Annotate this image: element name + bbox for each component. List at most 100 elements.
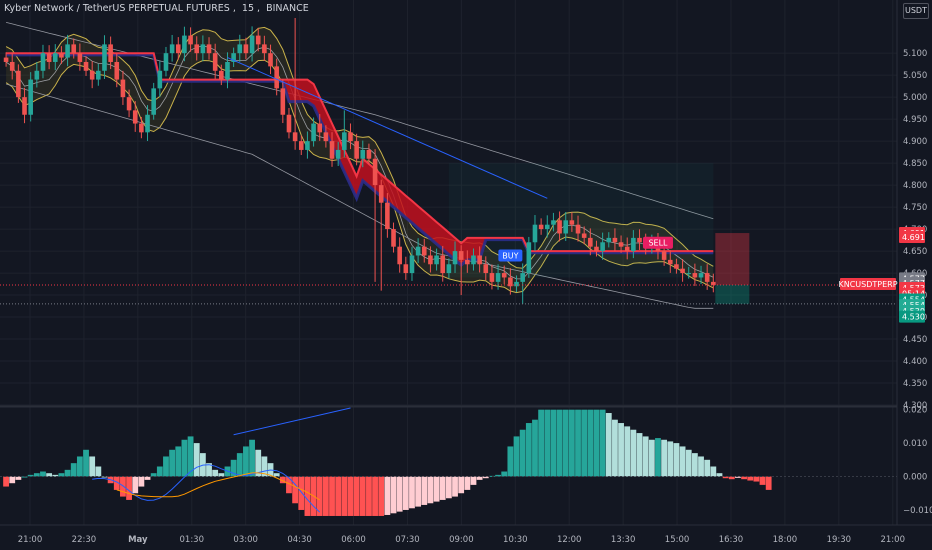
histogram-bar xyxy=(427,476,434,504)
candle xyxy=(231,47,236,67)
candle-body xyxy=(698,273,704,278)
histogram-bar xyxy=(378,476,385,516)
candle-body xyxy=(544,224,550,230)
candle-body xyxy=(311,123,316,142)
time-tick-label: 06:00 xyxy=(341,535,366,545)
histogram-bar xyxy=(415,476,422,507)
histogram-bar xyxy=(501,471,508,477)
time-tick-label: 13:30 xyxy=(611,535,636,545)
histogram-bar xyxy=(156,466,163,477)
histogram-bar xyxy=(181,439,188,477)
candle xyxy=(667,250,673,273)
cloud-blue-line xyxy=(6,53,714,268)
histogram-bar xyxy=(673,443,680,477)
histogram-bar xyxy=(27,474,34,477)
histogram-bar xyxy=(587,409,594,477)
divergence-line xyxy=(233,407,351,436)
time-tick-label: 21:00 xyxy=(18,535,43,545)
candle-body xyxy=(440,255,446,274)
candle-body xyxy=(194,44,200,54)
histogram-bar xyxy=(70,463,77,477)
candle-body xyxy=(231,53,236,62)
candle xyxy=(366,143,372,165)
histogram-bar xyxy=(698,456,704,477)
price-tick-label: 4.400 xyxy=(903,357,927,367)
candle xyxy=(169,34,175,62)
price-tick-label: 4.950 xyxy=(903,115,927,125)
price-tick-label: 4.650 xyxy=(903,247,927,257)
histogram-bar xyxy=(347,476,354,516)
candle-body xyxy=(305,141,310,150)
candle-body xyxy=(317,123,323,133)
symbol-tag-label: KNCUSDTPERP xyxy=(838,280,897,289)
candle xyxy=(34,61,40,88)
candle xyxy=(674,258,679,274)
oscillator-histogram[interactable] xyxy=(0,407,897,516)
histogram-bar xyxy=(568,409,575,477)
candle-body xyxy=(200,44,206,54)
time-tick-label: May xyxy=(128,535,148,545)
candle xyxy=(83,56,89,76)
histogram-bar xyxy=(691,453,698,477)
candle-body xyxy=(674,264,679,269)
price-tag-label: 4.691 xyxy=(902,233,925,242)
candle-body xyxy=(280,88,286,115)
candle xyxy=(298,135,304,156)
time-tick-label: 12:00 xyxy=(557,535,582,545)
candle xyxy=(446,258,452,279)
price-tick-label: 4.450 xyxy=(903,335,927,345)
histogram-bar xyxy=(685,449,692,477)
candle-body xyxy=(83,61,89,71)
midline xyxy=(5,45,714,280)
candle xyxy=(145,105,150,141)
candle xyxy=(391,222,396,253)
histogram-bar xyxy=(765,476,772,490)
time-axis[interactable]: 21:00 22:30 May 01:30 03:00 04:30 06:00 07:30 09… xyxy=(0,524,932,545)
histogram-bar xyxy=(642,436,649,477)
candle xyxy=(317,114,323,141)
title-separator: , xyxy=(232,3,236,14)
outer-upper-line xyxy=(6,22,714,220)
histogram-bar xyxy=(489,475,495,477)
histogram-bar xyxy=(261,456,268,477)
candle xyxy=(372,149,378,282)
candle-body xyxy=(188,35,193,45)
histogram-bar xyxy=(452,476,458,497)
histogram-bar xyxy=(64,469,71,477)
time-tick-label: 18:00 xyxy=(773,535,798,545)
histogram-bar xyxy=(52,474,59,477)
candle xyxy=(440,245,446,282)
candle-body xyxy=(581,233,587,238)
candlestick-series[interactable] xyxy=(3,18,716,304)
candle xyxy=(71,38,77,59)
candle-body xyxy=(329,141,335,159)
histogram-bar xyxy=(169,449,176,477)
candle xyxy=(360,140,366,168)
histogram-bar xyxy=(575,409,581,477)
candle-body xyxy=(514,281,519,287)
candle xyxy=(342,110,347,158)
histogram-bar xyxy=(58,473,65,477)
candle-body xyxy=(243,44,249,54)
price-tags: 4.6914.6914.5774.5774.57305:144.5544.554… xyxy=(838,227,925,323)
histogram-bar xyxy=(316,476,323,516)
candle-body xyxy=(114,61,120,80)
histogram-bar xyxy=(113,476,120,490)
candle-body xyxy=(206,44,212,54)
histogram-bar xyxy=(9,476,16,484)
symbol-title[interactable]: Kyber Network / TetherUS PERPETUAL FUTUR… xyxy=(4,3,312,14)
candle-body xyxy=(286,114,292,133)
candle-body xyxy=(354,141,359,159)
candle-body xyxy=(680,268,685,274)
histogram-bar xyxy=(507,446,514,477)
symbol-tag: KNCUSDTPERP xyxy=(838,277,898,290)
candle-body xyxy=(102,44,107,71)
candle xyxy=(711,273,716,293)
candle xyxy=(323,125,329,148)
histogram-bar xyxy=(292,476,299,504)
candle xyxy=(624,237,630,260)
currency-button[interactable]: USDT xyxy=(903,3,929,19)
symbol-exchange: BINANCE xyxy=(266,3,309,14)
histogram-bar xyxy=(556,409,563,477)
